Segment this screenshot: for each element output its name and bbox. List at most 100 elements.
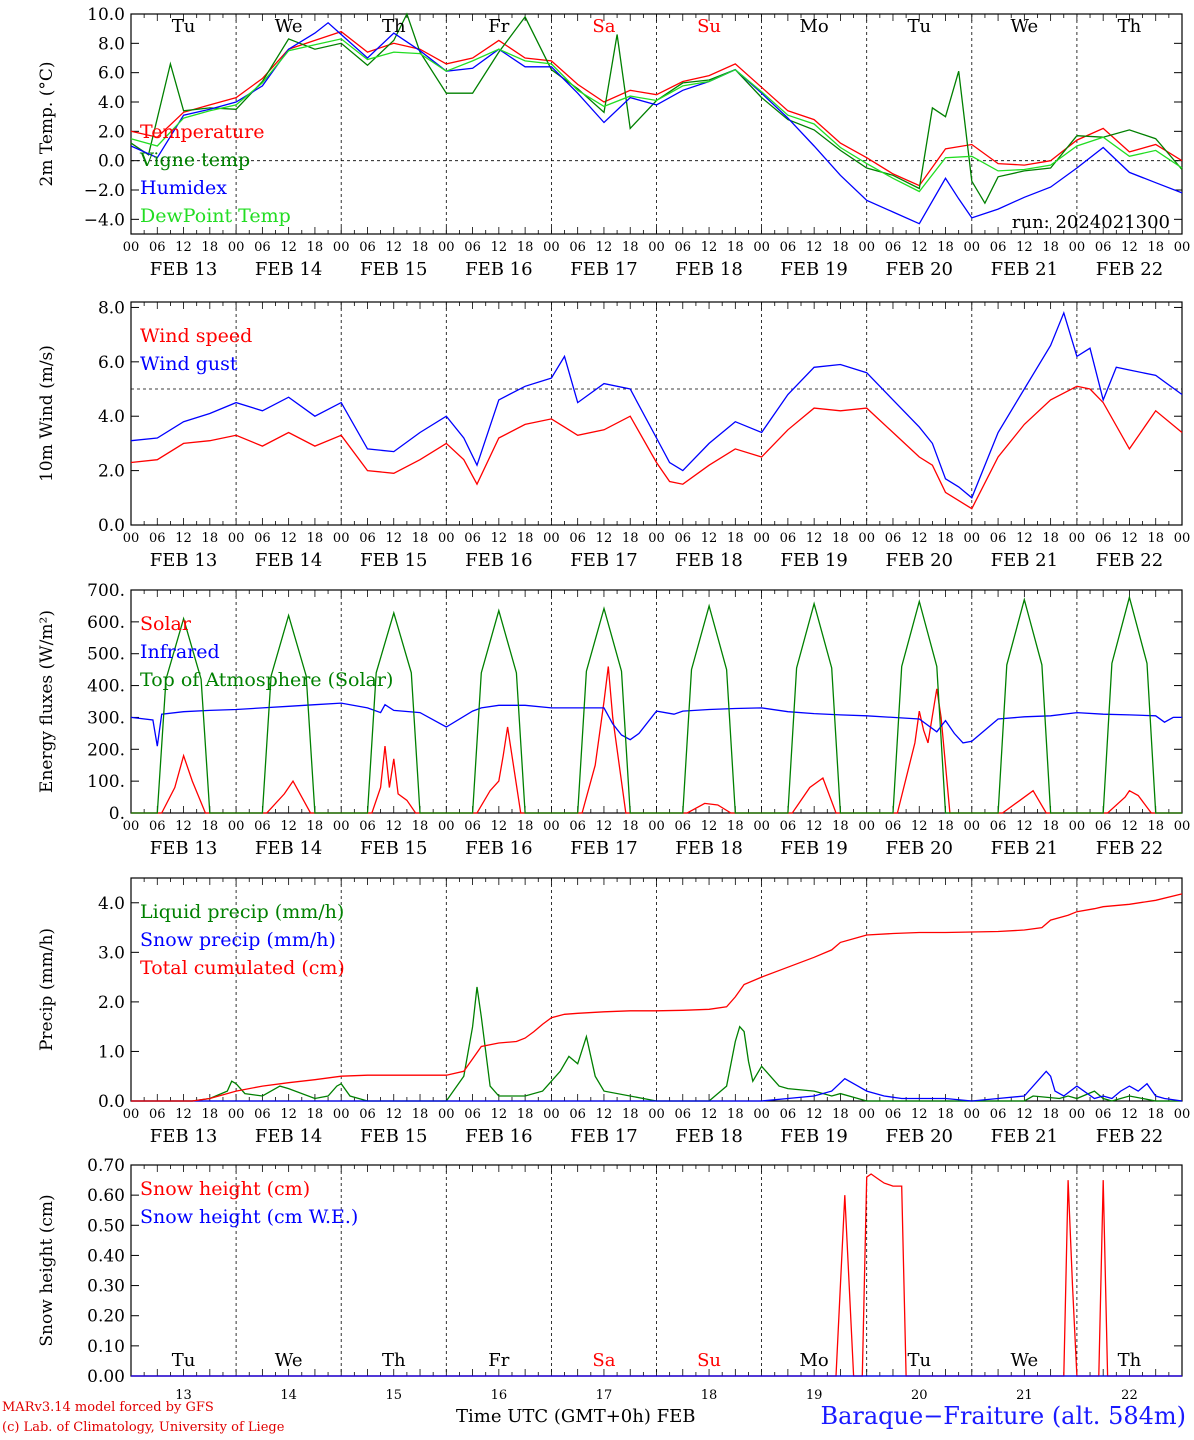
y-tick-label: 0.00 [87, 1367, 125, 1387]
hour-tick-label: 00 [1174, 1107, 1191, 1122]
legend-entry: Total cumulated (cm) [140, 957, 345, 979]
day-number-label: 17 [596, 1388, 613, 1403]
hour-tick-label: 06 [780, 531, 797, 546]
date-label: FEB 17 [570, 838, 637, 859]
hour-tick-label: 06 [569, 819, 586, 834]
weekday-label: We [1011, 16, 1039, 37]
hour-tick-label: 06 [885, 240, 902, 255]
legend-entry: Temperature [140, 121, 264, 143]
weekday-label: Mo [800, 16, 829, 37]
y-tick-label: 4.0 [98, 894, 125, 914]
hour-tick-label: 12 [280, 1107, 297, 1122]
date-label: FEB 16 [465, 838, 532, 859]
weekday-label: Th [382, 16, 406, 37]
y-tick-label: 600. [87, 613, 125, 633]
hour-tick-label: 12 [385, 1107, 402, 1122]
series-line-humidex [130, 21, 1183, 225]
weekday-label: Su [697, 16, 721, 37]
run-label: run: 2024021300 [1012, 212, 1170, 233]
y-tick-label: 6.0 [98, 353, 125, 373]
weekday-label: Sa [592, 16, 615, 37]
legend-entry: Snow precip (mm/h) [140, 929, 336, 951]
hour-tick-label: 00 [123, 819, 140, 834]
hour-tick-label: 06 [780, 1107, 797, 1122]
y-tick-label: −4.0 [84, 210, 125, 230]
hour-tick-label: 06 [149, 819, 166, 834]
hour-tick-label: 18 [307, 819, 324, 834]
hour-tick-label: 06 [780, 240, 797, 255]
hour-tick-label: 18 [1147, 1107, 1164, 1122]
y-tick-label: 0.40 [87, 1246, 125, 1266]
date-label: FEB 14 [255, 550, 322, 571]
hour-tick-label: 00 [438, 819, 455, 834]
hour-tick-label: 18 [622, 819, 639, 834]
day-number-label: 21 [1016, 1388, 1033, 1403]
y-tick-label: 0.60 [87, 1186, 125, 1206]
date-label: FEB 18 [675, 838, 742, 859]
date-label: FEB 20 [886, 259, 953, 280]
y-tick-label: 8.0 [98, 34, 125, 54]
hour-tick-label: 12 [596, 531, 613, 546]
hour-tick-label: 18 [517, 1107, 534, 1122]
hour-tick-label: 00 [648, 240, 665, 255]
date-label: FEB 14 [255, 838, 322, 859]
hour-tick-label: 00 [858, 1107, 875, 1122]
date-label: FEB 22 [1096, 838, 1163, 859]
hour-tick-label: 00 [1069, 819, 1086, 834]
date-label: FEB 15 [360, 1126, 427, 1147]
hour-tick-label: 18 [622, 531, 639, 546]
y-axis-label: Precip (mm/h) [37, 928, 57, 1051]
hour-tick-label: 12 [385, 531, 402, 546]
date-label: FEB 13 [150, 550, 217, 571]
hour-tick-label: 00 [333, 531, 350, 546]
date-label: FEB 15 [360, 259, 427, 280]
hour-tick-label: 00 [753, 531, 770, 546]
hour-tick-label: 12 [806, 819, 823, 834]
y-tick-label: −2.0 [84, 181, 125, 201]
weekday-label: We [275, 1350, 303, 1371]
hour-tick-label: 00 [858, 819, 875, 834]
hour-tick-label: 06 [254, 531, 271, 546]
hour-tick-label: 00 [858, 240, 875, 255]
hour-tick-label: 06 [149, 240, 166, 255]
hour-tick-label: 18 [727, 531, 744, 546]
day-number-label: 15 [385, 1388, 402, 1403]
hour-tick-label: 00 [753, 240, 770, 255]
date-label: FEB 20 [886, 838, 953, 859]
hour-tick-label: 12 [701, 240, 718, 255]
hour-tick-label: 18 [412, 240, 429, 255]
hour-tick-label: 18 [1042, 531, 1059, 546]
hour-tick-label: 06 [885, 1107, 902, 1122]
series-line-dewpoint-temp [130, 38, 1183, 193]
weekday-label: Su [697, 1350, 721, 1371]
legend-entry: Humidex [140, 177, 227, 199]
hour-tick-label: 12 [491, 819, 508, 834]
hour-tick-label: 18 [412, 531, 429, 546]
hour-tick-label: 18 [307, 240, 324, 255]
hour-tick-label: 06 [675, 1107, 692, 1122]
hour-tick-label: 18 [517, 240, 534, 255]
y-axis-label: Snow height (cm) [37, 1194, 57, 1346]
date-label: FEB 21 [991, 550, 1058, 571]
series-line-top-of-atmosphere-solar- [131, 594, 1182, 814]
hour-tick-label: 00 [123, 240, 140, 255]
weekday-label: Tu [907, 1350, 931, 1371]
date-label: FEB 19 [780, 838, 847, 859]
hour-tick-label: 12 [911, 531, 928, 546]
hour-tick-label: 18 [517, 819, 534, 834]
hour-tick-label: 00 [1069, 240, 1086, 255]
hour-tick-label: 12 [911, 240, 928, 255]
hour-tick-label: 00 [753, 1107, 770, 1122]
date-label: FEB 19 [780, 259, 847, 280]
y-axis-label: Energy fluxes (W/m²) [37, 610, 57, 793]
hour-tick-label: 18 [412, 819, 429, 834]
hour-tick-label: 12 [1016, 819, 1033, 834]
hour-tick-label: 00 [858, 531, 875, 546]
date-label: FEB 22 [1096, 259, 1163, 280]
weekday-label: Fr [488, 16, 509, 37]
hour-tick-label: 18 [937, 240, 954, 255]
hour-tick-label: 18 [1147, 531, 1164, 546]
date-label: FEB 13 [150, 1126, 217, 1147]
hour-tick-label: 06 [569, 240, 586, 255]
hour-tick-label: 06 [1095, 240, 1112, 255]
